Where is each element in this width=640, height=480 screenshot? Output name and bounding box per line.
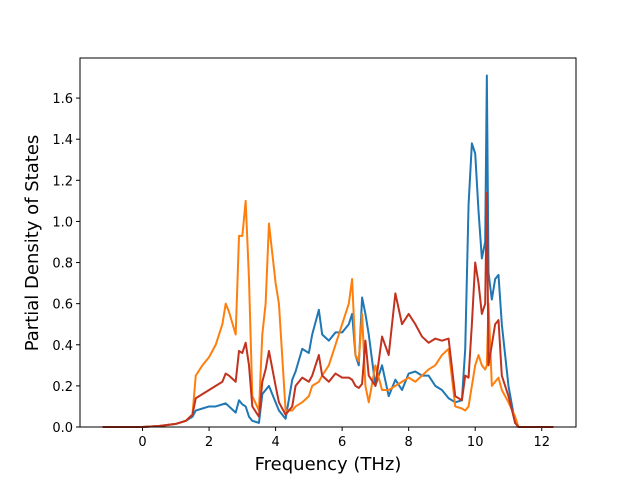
x-axis-label: Frequency (THz) [255, 454, 402, 475]
y-tick-label: 1.4 [52, 133, 73, 148]
y-tick-label: 1.0 [52, 215, 73, 230]
y-tick-label: 0.8 [52, 257, 73, 272]
x-tick-label: 10 [467, 435, 484, 450]
y-tick-label: 1.2 [52, 174, 73, 189]
y-tick-label: 1.6 [52, 92, 73, 107]
x-tick-label: 0 [138, 435, 146, 450]
y-axis-label: Partial Density of States [22, 135, 43, 352]
series-line [102, 199, 554, 428]
x-tick-label: 4 [271, 435, 279, 450]
series-line [102, 74, 554, 428]
series-line [102, 191, 554, 428]
x-tick-label: 6 [338, 435, 346, 450]
y-tick-label: 0.6 [52, 298, 73, 313]
x-tick-label: 12 [533, 435, 550, 450]
x-tick-label: 2 [205, 435, 213, 450]
y-tick-label: 0.0 [52, 421, 73, 436]
y-tick-label: 0.2 [52, 380, 73, 395]
y-tick-label: 0.4 [52, 339, 73, 354]
plot-frame [79, 57, 577, 428]
x-tick-label: 8 [405, 435, 413, 450]
